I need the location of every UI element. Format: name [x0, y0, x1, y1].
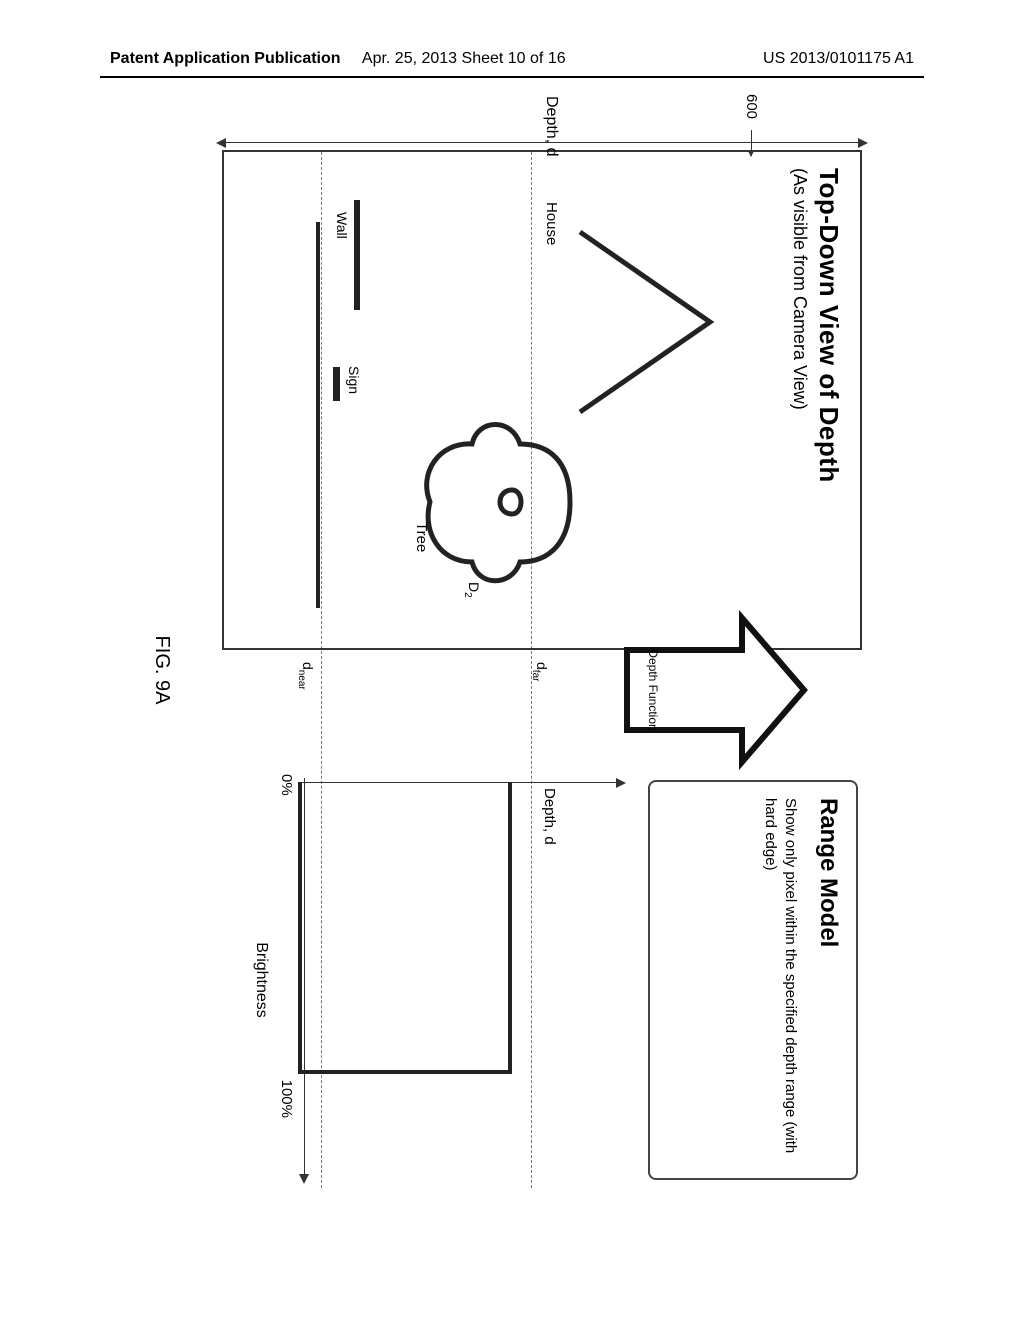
dfar-label: dfar — [530, 662, 550, 681]
right-panel: Range Model Show only pixel within the s… — [648, 780, 858, 1180]
tree-icon — [400, 412, 590, 592]
figure-rotated-container: dfar dnear Top-Down View of Depth (As vi… — [142, 140, 882, 1200]
header-right: US 2013/0101175 A1 — [763, 50, 914, 68]
depth-function-arrow: Depth Function — [622, 610, 812, 770]
tree-label: Tree — [413, 522, 430, 552]
depth-function-arrow-label: Depth Function — [646, 649, 660, 730]
house-icon — [560, 222, 730, 422]
left-panel-title: Top-Down View of Depth — [813, 168, 844, 483]
plot-step-line — [282, 782, 532, 1178]
left-panel: Top-Down View of Depth (As visible from … — [222, 150, 862, 650]
plot-y-label: Depth, d — [541, 788, 558, 845]
dnear-label: dnear — [296, 662, 316, 690]
ground-bar — [316, 222, 320, 608]
sign-shape — [333, 367, 340, 401]
house-label: House — [543, 202, 560, 245]
plot-x-label: Brightness — [252, 942, 270, 1018]
plot-x-max: 100% — [278, 1080, 295, 1118]
sign-label: Sign — [346, 366, 362, 394]
right-panel-desc: Show only pixel within the specified dep… — [760, 798, 801, 1162]
right-panel-title: Range Model — [814, 798, 842, 947]
reference-number: 600 — [743, 94, 760, 119]
range-model-plot: Depth, d 0% 100% Brightness — [304, 782, 554, 1178]
plot-x-min: 0% — [278, 774, 295, 796]
header-rule — [100, 76, 924, 78]
reference-leader — [751, 130, 752, 156]
header-middle: Apr. 25, 2013 Sheet 10 of 16 — [362, 50, 566, 68]
header-left: Patent Application Publication — [110, 50, 341, 68]
depth-axis-left-label: Depth, d — [542, 96, 560, 156]
wall-label: Wall — [334, 212, 350, 239]
figure-label: FIG. 9A — [150, 636, 173, 705]
left-panel-subtitle: (As visible from Camera View) — [789, 168, 810, 410]
d2-label: D2 — [462, 582, 482, 598]
wall-shape — [354, 200, 360, 310]
